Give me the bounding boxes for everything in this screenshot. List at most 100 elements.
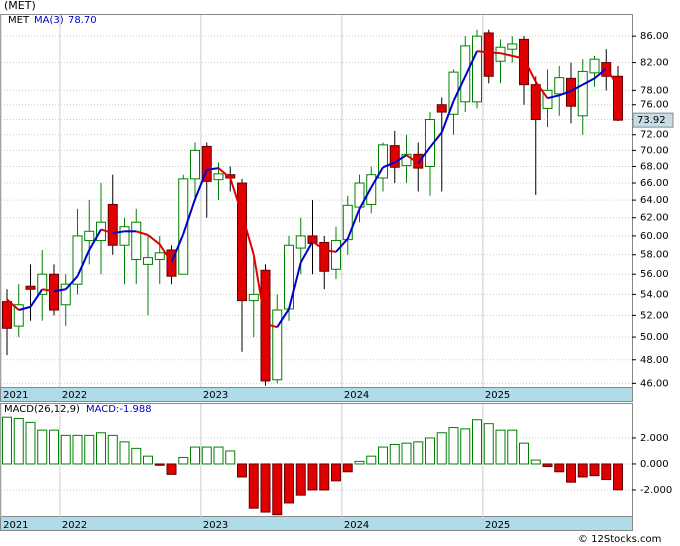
candle-body xyxy=(13,304,24,327)
y-tick-label: -2.000 xyxy=(640,485,672,496)
macd-bar xyxy=(413,441,424,465)
candle-body xyxy=(542,89,553,109)
macd-bar xyxy=(401,442,412,465)
candle-body xyxy=(460,45,471,103)
y-tick-label: 78.00 xyxy=(640,85,669,96)
ma-segment xyxy=(229,177,243,215)
ma-segment xyxy=(452,75,467,102)
y-tick-label: 56.00 xyxy=(640,269,669,280)
macd-bar xyxy=(460,428,471,465)
ma-segment xyxy=(512,54,525,60)
y-tick-label: 60.00 xyxy=(640,231,669,242)
macd-bar xyxy=(613,463,623,491)
candle-body xyxy=(272,309,283,381)
ma-segment xyxy=(217,167,231,179)
ma-segment xyxy=(100,228,114,235)
candle-body xyxy=(166,249,177,277)
y-tick-label: 82.00 xyxy=(640,58,669,69)
y-tick-label: 54.00 xyxy=(640,289,669,300)
candle-body xyxy=(190,149,200,180)
ma-segment xyxy=(112,230,125,235)
candle-body xyxy=(483,32,494,77)
macd-bar xyxy=(566,463,576,483)
macd-bar xyxy=(2,416,12,465)
y-tick-label: 46.00 xyxy=(640,378,669,389)
ma-segment xyxy=(476,50,489,54)
ma-segment xyxy=(88,228,102,251)
y-tick-label: 86.00 xyxy=(640,31,669,42)
candle-body xyxy=(60,283,71,306)
macd-bar xyxy=(284,463,294,504)
y-tick-label: 72.00 xyxy=(640,130,669,141)
candle-body xyxy=(519,38,529,86)
macd-bar xyxy=(60,434,71,465)
last-price-label: 73.92 xyxy=(637,115,666,126)
ma-segment xyxy=(53,288,66,293)
candle-body xyxy=(25,285,36,290)
footer: © 12Stocks.com xyxy=(578,534,661,545)
candle-body xyxy=(472,35,482,103)
legend-name: MET xyxy=(8,15,30,26)
ma-segment xyxy=(288,262,302,310)
macd-bar xyxy=(436,432,447,465)
candle-body xyxy=(237,182,247,302)
ma-segment xyxy=(182,198,196,235)
candle-body xyxy=(554,77,565,95)
ma-segment xyxy=(429,131,443,148)
macd-bar xyxy=(96,432,106,465)
macd-bar xyxy=(331,463,341,482)
ma-segment xyxy=(42,288,55,293)
ma-segment xyxy=(558,90,572,97)
ma-segment xyxy=(6,298,20,311)
macd-bar xyxy=(307,463,318,491)
x-tick-label: 2023 xyxy=(203,520,228,531)
candle-body xyxy=(530,84,541,121)
y-tick-label: 62.00 xyxy=(640,213,669,224)
macd-bar xyxy=(49,429,59,465)
macd-bar xyxy=(483,423,494,465)
ma-segment xyxy=(534,81,549,99)
candle-body xyxy=(248,293,259,302)
candle-body xyxy=(37,273,48,295)
macd-bar xyxy=(272,463,283,516)
candle-body xyxy=(577,70,588,117)
macd-bar xyxy=(201,446,212,465)
candle-body xyxy=(331,240,341,270)
y-tick-label: 58.00 xyxy=(640,250,669,261)
candle-body xyxy=(72,235,83,285)
y-tick-label: 0.000 xyxy=(640,459,669,470)
macd-bar xyxy=(190,446,200,465)
ma-segment xyxy=(206,167,219,171)
ma-segment xyxy=(170,233,185,263)
ma-segment xyxy=(464,50,478,77)
macd-bar xyxy=(542,463,553,468)
x-tick-label: 2024 xyxy=(344,520,369,531)
macd-bar xyxy=(448,427,459,465)
macd-bar xyxy=(319,463,330,491)
x-tick-label: 2025 xyxy=(485,520,510,531)
ma-segment xyxy=(593,67,607,80)
macd-bar xyxy=(213,446,224,465)
candle-body xyxy=(401,153,412,167)
ma-segment xyxy=(440,100,455,133)
y-tick-label: 52.00 xyxy=(640,310,669,321)
macd-bar xyxy=(107,434,118,465)
candle-body xyxy=(49,273,59,311)
macd-bar xyxy=(530,459,541,465)
ma-segment xyxy=(547,94,560,100)
macd-bar xyxy=(25,421,36,465)
y-tick-label: 64.00 xyxy=(640,195,669,206)
candle-body xyxy=(507,43,518,50)
macd-bar xyxy=(366,455,377,465)
candle-body xyxy=(389,145,400,168)
macd-bar xyxy=(260,463,271,513)
macd-bar xyxy=(577,463,588,478)
candle-body xyxy=(131,221,142,261)
candle-body xyxy=(2,301,12,329)
x-tick-label: 2021 xyxy=(3,520,28,531)
macd-bar xyxy=(295,463,306,496)
price-date-band xyxy=(0,387,633,402)
ma-segment xyxy=(394,154,408,164)
candle-body xyxy=(589,58,600,74)
